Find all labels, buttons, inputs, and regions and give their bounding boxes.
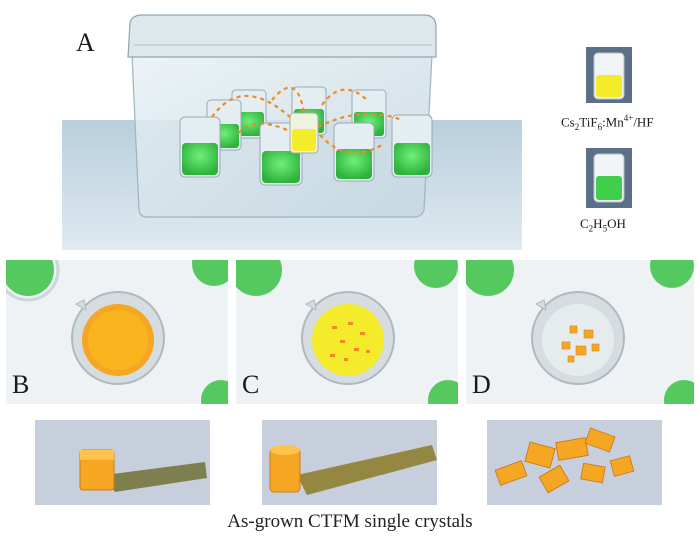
panel-b-label: B	[12, 370, 30, 399]
panel-b	[6, 260, 228, 404]
crystal-photo-2	[262, 420, 437, 505]
figure-caption: As-grown CTFM single crystals	[227, 511, 473, 532]
solution-surface	[312, 304, 384, 376]
formula-part: OH	[607, 216, 626, 231]
panel-d	[466, 260, 694, 404]
panel-d-label: D	[472, 370, 491, 399]
formula-subscript: 2	[574, 121, 580, 132]
crystal-photo-3	[487, 420, 662, 505]
panel-c	[236, 260, 458, 404]
beaker-group	[179, 86, 433, 186]
legend-solvent-swatch	[586, 148, 632, 208]
container-lid	[127, 14, 437, 58]
formula-part: TiF	[579, 114, 598, 130]
crystal-photo-1	[35, 420, 210, 505]
formula-subscript: 2	[588, 223, 594, 234]
formula-part: H	[593, 216, 603, 231]
diffusion-arrows	[211, 86, 403, 155]
nucleation-specks	[330, 322, 370, 361]
panel-a-label: A	[76, 28, 95, 57]
formula-superscript: 4+	[623, 113, 634, 123]
formula-part: Cs	[561, 114, 575, 130]
sealed-container-illustration	[62, 14, 522, 250]
formula-subscript: 6	[597, 121, 603, 132]
formula-part: C	[580, 216, 589, 231]
grown-crystals	[561, 325, 600, 363]
legend-solution-swatch	[586, 47, 632, 103]
panel-c-label: C	[242, 370, 260, 399]
legend-solvent-label: C2H5OH	[580, 216, 626, 234]
panel-a	[62, 5, 522, 250]
formula-part: :Mn	[602, 114, 624, 130]
formula-part: /HF	[633, 114, 654, 130]
legend-solution-label: Cs2TiF6:Mn4+/HF	[561, 113, 654, 132]
formula-subscript: 5	[602, 223, 608, 234]
